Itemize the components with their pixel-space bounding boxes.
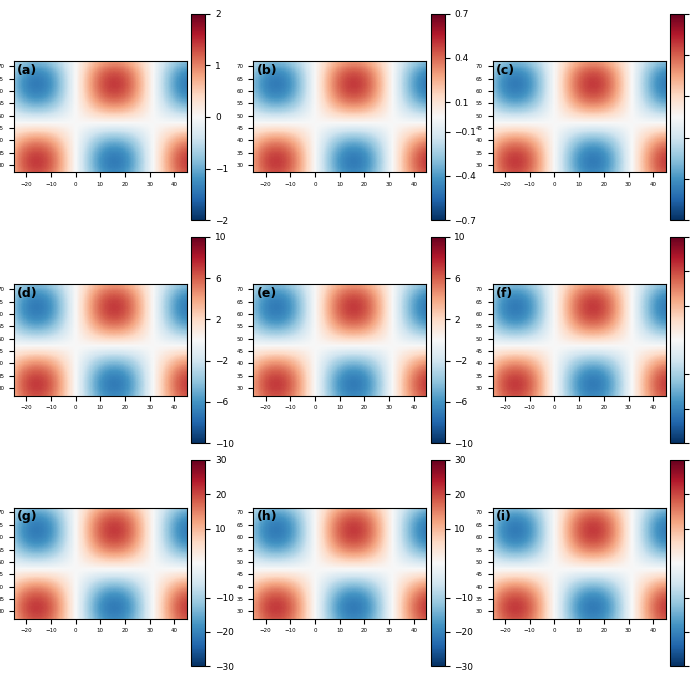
Text: (i): (i) — [496, 510, 512, 523]
Text: (e): (e) — [256, 286, 277, 300]
Text: (b): (b) — [256, 63, 277, 77]
Text: (a): (a) — [17, 63, 37, 77]
Text: (g): (g) — [17, 510, 38, 523]
Text: (c): (c) — [496, 63, 515, 77]
Text: (h): (h) — [256, 510, 277, 523]
Text: (f): (f) — [496, 286, 513, 300]
Text: (d): (d) — [17, 286, 38, 300]
